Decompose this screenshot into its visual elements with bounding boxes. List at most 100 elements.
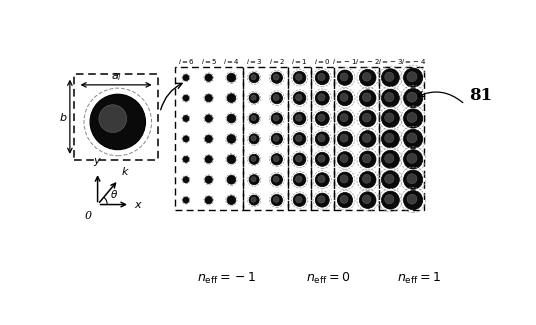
Circle shape [251,74,256,80]
Circle shape [315,91,329,105]
Circle shape [359,90,376,106]
Circle shape [337,192,353,208]
Circle shape [362,93,371,102]
Text: $i=1$: $i=1$ [292,57,308,66]
Circle shape [407,153,417,163]
Text: 0: 0 [85,211,92,221]
Circle shape [295,94,302,101]
Circle shape [318,196,325,203]
Circle shape [318,135,325,142]
Circle shape [385,93,394,102]
Bar [311,68,333,210]
Circle shape [340,114,348,122]
Circle shape [271,133,282,145]
Text: $i=-2$: $i=-2$ [355,57,380,66]
Circle shape [271,154,282,165]
Circle shape [205,135,212,143]
Circle shape [205,94,212,102]
Circle shape [407,112,417,123]
Circle shape [385,113,394,122]
Circle shape [293,194,306,206]
Circle shape [227,155,236,164]
Circle shape [382,89,399,107]
Circle shape [227,175,236,184]
Circle shape [251,197,256,202]
Circle shape [251,115,256,121]
Circle shape [340,134,348,142]
Circle shape [337,90,353,106]
Circle shape [340,93,348,101]
Circle shape [404,68,423,87]
Circle shape [295,135,302,142]
Circle shape [295,74,302,80]
Circle shape [205,196,212,204]
Circle shape [205,74,212,82]
Circle shape [249,93,259,103]
Text: $n_{\rm eff}=0$: $n_{\rm eff}=0$ [307,271,351,286]
Circle shape [227,94,236,102]
Text: $i=0$: $i=0$ [314,57,331,66]
Circle shape [205,115,212,122]
Text: $i=6$: $i=6$ [178,57,194,66]
Circle shape [362,195,371,204]
Circle shape [251,95,256,100]
Circle shape [362,113,371,122]
Circle shape [293,72,306,84]
Circle shape [382,130,399,148]
Circle shape [295,155,302,162]
Circle shape [382,150,399,168]
Circle shape [249,195,259,205]
Circle shape [273,197,279,202]
Circle shape [183,95,189,101]
Circle shape [340,175,348,183]
Circle shape [293,112,306,125]
Text: $y$: $y$ [93,156,102,168]
Circle shape [90,94,145,150]
Circle shape [362,175,371,183]
Circle shape [271,194,282,206]
Circle shape [407,174,417,184]
Circle shape [315,71,329,85]
Text: $i=5$: $i=5$ [200,57,217,66]
Text: $b$: $b$ [59,111,68,123]
Text: $n_{\rm eff}=-1$: $n_{\rm eff}=-1$ [197,271,256,286]
Circle shape [385,133,394,143]
Circle shape [404,88,423,108]
Circle shape [249,134,259,144]
Circle shape [404,170,423,189]
Circle shape [183,177,189,183]
Bar [333,68,379,210]
Circle shape [385,154,394,163]
Circle shape [273,74,279,80]
Circle shape [183,197,189,203]
Circle shape [318,155,325,162]
Circle shape [273,156,279,162]
Circle shape [205,156,212,163]
Circle shape [340,195,348,203]
Bar [288,68,311,210]
Circle shape [273,95,279,100]
Circle shape [340,73,348,81]
Circle shape [271,174,282,186]
Circle shape [404,190,423,210]
Circle shape [251,176,256,182]
Circle shape [249,154,259,164]
Circle shape [293,92,306,104]
Circle shape [407,133,417,143]
Bar [74,74,159,160]
Text: $i=4$: $i=4$ [223,57,240,66]
Circle shape [315,132,329,146]
Circle shape [295,196,302,203]
Circle shape [362,154,371,163]
Circle shape [205,176,212,183]
Circle shape [318,176,325,183]
Circle shape [407,72,417,82]
Text: $n_{\rm eff}=1$: $n_{\rm eff}=1$ [397,271,441,286]
Circle shape [293,153,306,166]
Circle shape [315,193,329,207]
Circle shape [183,115,189,122]
Text: $i=-1$: $i=-1$ [332,57,358,66]
Circle shape [359,192,376,208]
Circle shape [404,129,423,149]
Bar [243,68,288,210]
